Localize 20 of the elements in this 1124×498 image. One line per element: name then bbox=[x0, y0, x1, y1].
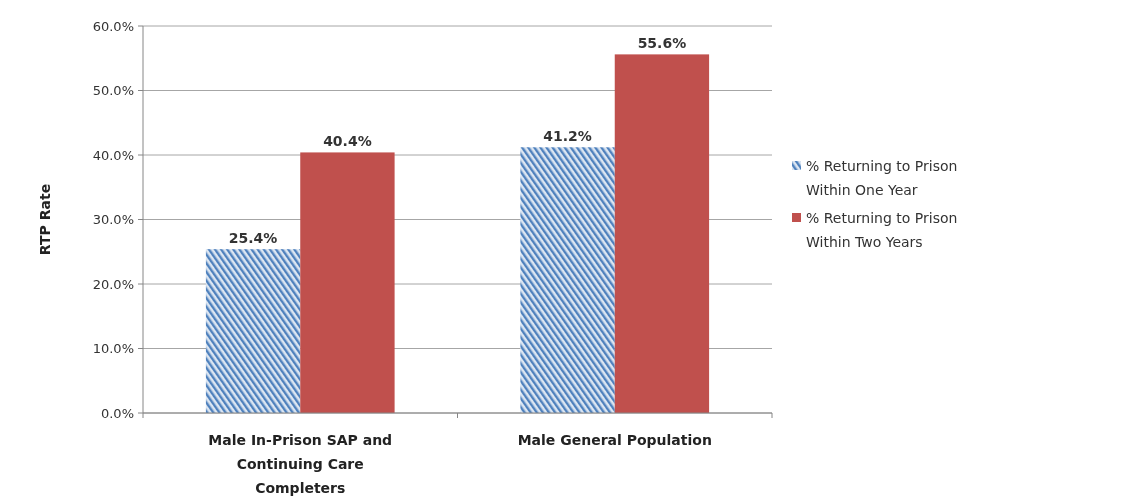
data-label: 41.2% bbox=[543, 128, 592, 145]
x-tick-label: Male In-Prison SAP and Continuing Care Completers bbox=[208, 432, 393, 496]
bar bbox=[614, 54, 710, 413]
data-label: 40.4% bbox=[323, 133, 372, 150]
bar bbox=[300, 152, 395, 413]
bar bbox=[205, 249, 301, 413]
y-tick-label: 50.0% bbox=[92, 83, 134, 99]
y-tick-label: 10.0% bbox=[92, 341, 134, 357]
y-tick-label: 60.0% bbox=[92, 18, 134, 34]
legend-label: % Returning to Prison Within One Year bbox=[806, 157, 958, 198]
data-label: 25.4% bbox=[228, 230, 278, 247]
y-tick-label: 20.0% bbox=[92, 276, 134, 292]
y-axis-title: RTP Rate bbox=[37, 183, 53, 256]
x-tick-label: Male General Population bbox=[517, 432, 712, 448]
y-tick-label: 30.0% bbox=[92, 212, 134, 228]
bar bbox=[520, 147, 615, 413]
legend-label: % Returning to Prison Within Two Years bbox=[806, 209, 958, 250]
data-label: 55.6% bbox=[637, 35, 687, 52]
y-tick-label: 0.0% bbox=[100, 405, 134, 421]
y-tick-label: 40.0% bbox=[92, 147, 134, 163]
